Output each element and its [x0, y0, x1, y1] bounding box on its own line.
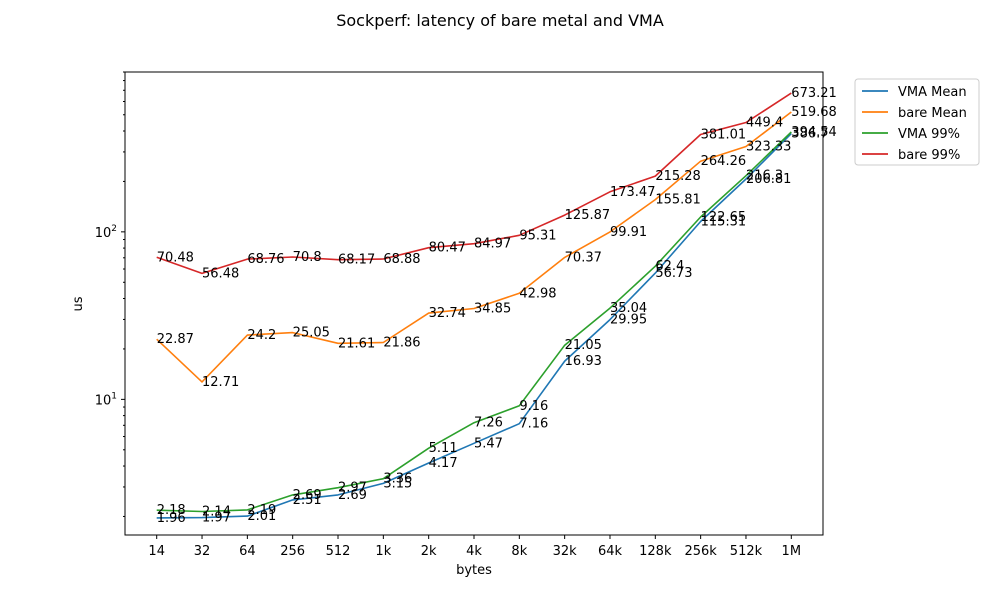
x-tick-label: 64k	[598, 544, 623, 559]
x-tick-label: 1k	[375, 544, 391, 559]
data-label: 16.93	[565, 354, 602, 369]
data-label: 173.47	[610, 185, 656, 200]
data-label: 9.16	[519, 399, 548, 414]
data-label: 2.69	[338, 488, 367, 503]
x-tick-label: 14	[148, 544, 165, 559]
data-label: 68.76	[247, 252, 284, 267]
x-tick-label: 4k	[466, 544, 482, 559]
data-label: 56.73	[655, 266, 692, 281]
legend-box	[854, 78, 980, 166]
x-tick-label: 64	[239, 544, 256, 559]
data-label: 25.05	[293, 326, 330, 341]
data-label: 32.74	[429, 306, 466, 321]
data-label: 2.18	[157, 503, 186, 518]
data-label: 21.86	[383, 335, 420, 350]
data-label: 80.47	[429, 241, 466, 256]
data-label: 673.21	[791, 86, 837, 101]
data-label: 394.54	[791, 125, 837, 140]
data-label: 1.97	[202, 511, 231, 526]
data-label: 2.51	[293, 493, 322, 508]
data-label: 68.17	[338, 253, 375, 268]
y-axis: 101 102	[95, 71, 125, 517]
y-tick-label: 102	[95, 224, 117, 241]
legend-entry: bare 99%	[898, 148, 960, 163]
data-label: 21.61	[338, 336, 375, 351]
data-label: 2.14	[202, 505, 231, 520]
x-tick-label: 512k	[730, 544, 763, 559]
legend: VMA Mean bare Mean VMA 99% bare 99%	[854, 78, 980, 166]
data-label: 206.81	[746, 172, 792, 187]
x-tick-label: 256k	[684, 544, 717, 559]
data-label: 122.65	[701, 210, 747, 225]
series-line-vma-99-	[156, 131, 792, 513]
x-axis-label: bytes	[456, 563, 492, 578]
legend-entry: bare Mean	[898, 106, 967, 121]
data-label: 449.4	[746, 116, 783, 131]
series-line-bare-mean	[156, 111, 792, 383]
data-label: 70.37	[565, 250, 602, 265]
x-tick-label: 128k	[639, 544, 672, 559]
x-tick-label: 1M	[782, 544, 802, 559]
data-label: 29.95	[610, 313, 647, 328]
data-label: 264.26	[701, 154, 747, 169]
series-line-vma-mean	[156, 132, 792, 519]
data-label: 22.87	[157, 332, 194, 347]
x-tick-label: 32k	[553, 544, 578, 559]
data-label: 5.11	[429, 441, 458, 456]
data-label: 35.04	[610, 301, 647, 316]
data-label: 3.36	[383, 472, 412, 487]
data-label: 99.91	[610, 225, 647, 240]
data-label: 323.33	[746, 139, 792, 154]
data-label: 7.26	[474, 416, 503, 431]
x-tick-label: 32	[194, 544, 211, 559]
data-label: 62.4	[655, 259, 684, 274]
data-label: 70.48	[157, 250, 194, 265]
x-tick-label: 8k	[511, 544, 527, 559]
data-label: 68.88	[383, 252, 420, 267]
data-label: 2.97	[338, 481, 367, 496]
x-tick-label: 256	[280, 544, 305, 559]
chart-title: Sockperf: latency of bare metal and VMA	[336, 11, 664, 30]
data-label: 386.7	[791, 126, 828, 141]
data-label: 21.05	[565, 338, 602, 353]
data-label: 70.8	[293, 250, 322, 265]
data-label: 24.2	[247, 328, 276, 343]
x-tick-label: 2k	[421, 544, 437, 559]
y-axis-label: us	[71, 296, 86, 311]
data-label: 215.28	[655, 169, 701, 184]
data-label: 84.97	[474, 237, 511, 252]
data-label: 3.15	[383, 476, 412, 491]
data-label: 519.68	[791, 105, 837, 120]
data-label: 34.85	[474, 302, 511, 317]
y-tick-label: 101	[95, 391, 117, 408]
data-label: 4.17	[429, 456, 458, 471]
x-tick-label: 512	[326, 544, 351, 559]
data-label: 216.3	[746, 169, 783, 184]
data-label: 381.01	[701, 128, 747, 143]
data-label: 7.16	[519, 417, 548, 432]
data-label: 155.81	[655, 193, 701, 208]
legend-entry: VMA 99%	[898, 127, 960, 142]
series-line-bare-99-	[156, 92, 792, 275]
x-axis: 14 32 64 256 512 1k 2k 4k 8k 32k 64k 128k 256k 512k 1M	[148, 535, 801, 559]
data-label: 56.48	[202, 266, 239, 281]
data-label: 1.96	[157, 511, 186, 526]
data-label: 125.87	[565, 208, 611, 223]
data-label: 12.71	[202, 375, 239, 390]
data-label: 2.01	[247, 509, 276, 524]
data-label: 2.69	[293, 488, 322, 503]
legend-entry: VMA Mean	[898, 85, 967, 100]
data-label: 42.98	[519, 286, 556, 301]
data-label: 5.47	[474, 436, 503, 451]
data-label: 2.19	[247, 503, 276, 518]
data-label: 115.31	[701, 214, 747, 229]
data-label: 95.31	[519, 228, 556, 243]
